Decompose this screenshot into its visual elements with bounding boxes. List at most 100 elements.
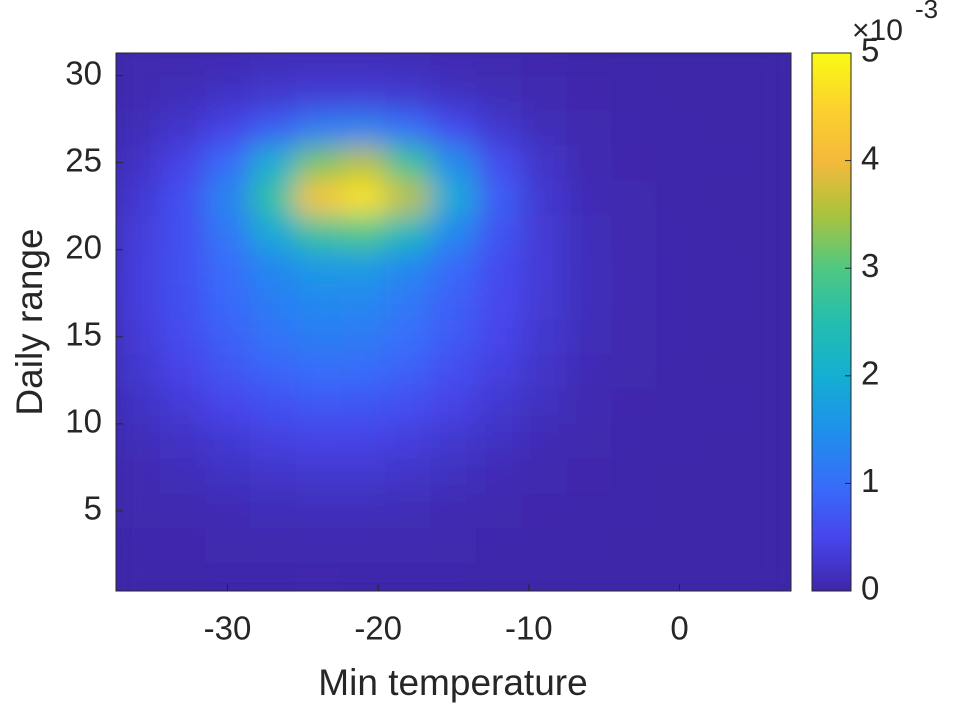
heatmap-cell — [476, 214, 522, 251]
heatmap-cell — [521, 458, 568, 494]
heatmap-cell — [476, 563, 522, 591]
heatmap-cell — [295, 180, 341, 216]
heatmap-cell — [476, 145, 522, 181]
heatmap-cell — [385, 284, 432, 320]
heatmap-cell — [250, 214, 296, 251]
heatmap-cell — [295, 53, 341, 77]
heatmap-cell — [702, 458, 748, 494]
heatmap-cell — [521, 423, 568, 460]
heatmap-cell — [521, 53, 568, 77]
heatmap-cell — [116, 563, 161, 591]
heatmap-cell — [566, 249, 613, 286]
heatmap-cell — [747, 319, 791, 355]
axes-box — [115, 52, 792, 592]
y-tick-label: 10 — [65, 403, 102, 440]
heatmap-cell — [702, 110, 748, 146]
heatmap-cell — [702, 528, 748, 564]
heatmap-cell — [656, 423, 703, 460]
heatmap-cell — [204, 458, 251, 494]
heatmap-cell — [521, 75, 568, 111]
heatmap-cell — [611, 214, 658, 251]
heatmap-cell — [295, 493, 341, 529]
heatmap-cell — [340, 110, 387, 146]
heatmap-cell — [702, 354, 748, 390]
heatmap-cell — [340, 423, 387, 460]
heatmap-cell — [340, 249, 387, 286]
heatmap-cell — [385, 458, 432, 494]
heatmap-cell — [295, 284, 341, 320]
heatmap-cell — [385, 389, 432, 425]
heatmap-cell — [204, 284, 251, 320]
heatmap-cell — [295, 75, 341, 111]
heatmap-cell — [611, 528, 658, 564]
heatmap-cell — [521, 389, 568, 425]
heatmap-cell — [476, 493, 522, 529]
x-tick-label: 0 — [670, 610, 688, 647]
heatmap-cell — [204, 389, 251, 425]
heatmap-cell — [702, 145, 748, 181]
heatmap-cell — [159, 354, 206, 390]
heatmap-cell — [656, 249, 703, 286]
heatmap-cell — [250, 249, 296, 286]
heatmap-cell — [385, 249, 432, 286]
heatmap-cell — [566, 563, 613, 591]
heatmap-cell — [430, 53, 477, 77]
heatmap-cell — [521, 284, 568, 320]
heatmap-cell — [250, 53, 296, 77]
heatmap-cell — [430, 110, 477, 146]
heatmap-cell — [159, 319, 206, 355]
heatmap-cell — [521, 319, 568, 355]
heatmap-cell — [204, 423, 251, 460]
heatmap-cell — [250, 145, 296, 181]
heatmap-cell — [702, 249, 748, 286]
heatmap-cell — [611, 284, 658, 320]
colorbar-tick-label: 2 — [861, 355, 879, 392]
heatmap-cell — [430, 458, 477, 494]
heatmap-cell — [430, 493, 477, 529]
heatmap-cell — [340, 354, 387, 390]
heatmap-cell — [116, 493, 161, 529]
heatmap-cell — [476, 354, 522, 390]
heatmap-cell — [204, 75, 251, 111]
heatmap-cell — [250, 423, 296, 460]
heatmap-cell — [702, 284, 748, 320]
heatmap-cell — [476, 319, 522, 355]
heatmap-cell — [611, 389, 658, 425]
heatmap-cell — [566, 319, 613, 355]
heatmap-cell — [747, 528, 791, 564]
heatmap-cell — [747, 53, 791, 77]
colorbar-tick-label: 3 — [861, 247, 879, 284]
heatmap-cell — [521, 214, 568, 251]
y-tick-label: 30 — [65, 54, 102, 91]
heatmap-cell — [159, 110, 206, 146]
heatmap-cell — [611, 493, 658, 529]
x-tick-label: -10 — [505, 610, 553, 647]
colorbar-tick-label: 5 — [861, 32, 879, 69]
heatmap-cell — [521, 528, 568, 564]
heatmap-cell — [611, 145, 658, 181]
heatmap-cell — [385, 214, 432, 251]
heatmap-cell — [340, 214, 387, 251]
heatmap-cell — [566, 110, 613, 146]
colorbar-tick-label: 0 — [861, 570, 879, 607]
heatmap-cell — [204, 528, 251, 564]
heatmap-cell — [295, 249, 341, 286]
heatmap-cell — [476, 249, 522, 286]
heatmap-cell — [521, 145, 568, 181]
heatmap-cell — [430, 563, 477, 591]
heatmap-cell — [430, 145, 477, 181]
y-tick-label: 15 — [65, 316, 102, 353]
heatmap-cell — [566, 389, 613, 425]
heatmap-cell — [204, 563, 251, 591]
heatmap-cell — [340, 145, 387, 181]
heatmap-cell — [702, 75, 748, 111]
heatmap-cell — [702, 180, 748, 216]
heatmap-cell — [430, 284, 477, 320]
heatmap-cell — [250, 319, 296, 355]
heatmap-cell — [521, 180, 568, 216]
heatmap-cell — [747, 249, 791, 286]
heatmap-cell — [476, 75, 522, 111]
heatmap-cell — [204, 493, 251, 529]
heatmap-cell — [430, 319, 477, 355]
